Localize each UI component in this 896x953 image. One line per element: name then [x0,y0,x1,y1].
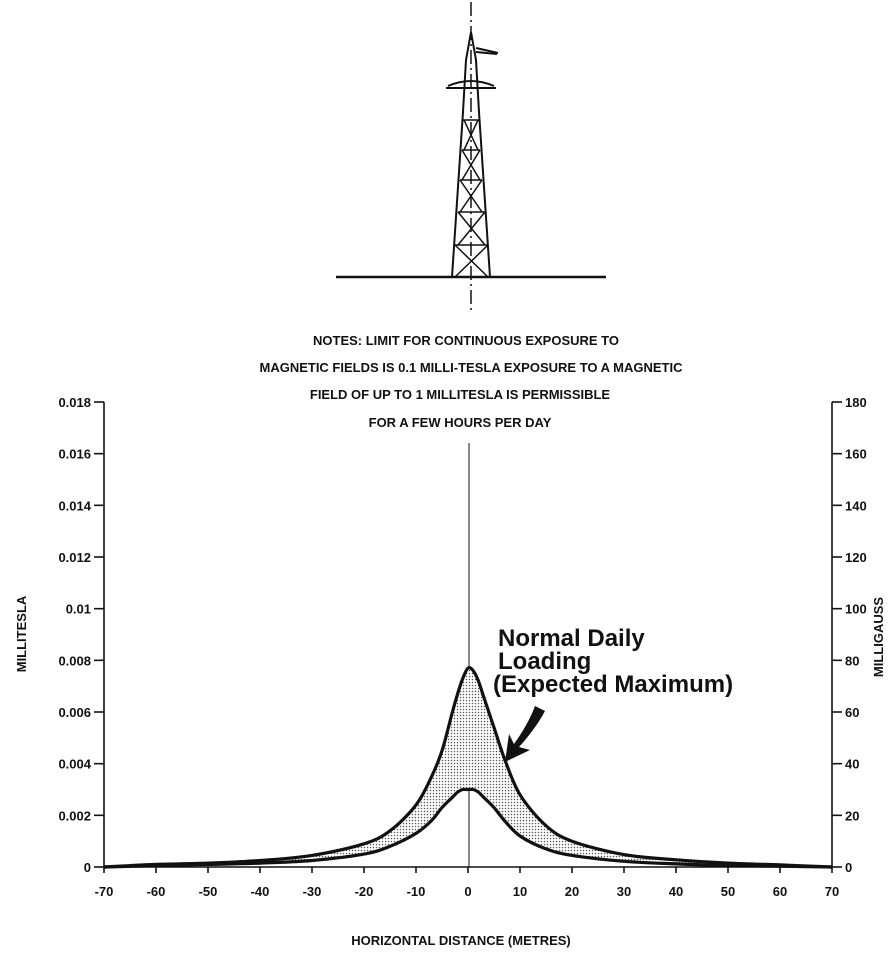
right-tick-label: 40 [845,757,859,772]
x-tick-label: 20 [565,884,579,899]
x-tick-label: -30 [303,884,322,899]
annotation-line-3: (Expected Maximum) [493,671,733,698]
x-tick-label: 70 [825,884,839,899]
left-tick-label: 0.004 [58,757,91,772]
right-tick-label: 180 [845,395,867,410]
left-tick-label: 0.014 [58,498,91,513]
transmission-tower-icon [336,2,606,312]
y-axis-title: MILLITESLA [14,595,29,672]
arrow-icon [505,706,545,762]
left-tick-label: 0.006 [58,705,91,720]
x-tick-label: -40 [251,884,270,899]
x-axis-title: HORIZONTAL DISTANCE (METRES) [351,933,571,948]
right-tick-label: 140 [845,498,867,513]
left-tick-label: 0.01 [66,602,91,617]
left-tick-label: 0.016 [58,447,91,462]
axes [103,402,833,868]
note-line-1: NOTES: LIMIT FOR CONTINUOUS EXPOSURE TO [313,333,619,348]
series-lines [103,666,833,869]
left-tick-label: 0.018 [58,395,91,410]
note-line-2: MAGNETIC FIELDS IS 0.1 MILLI-TESLA EXPOS… [259,360,683,375]
x-tick-label: 50 [721,884,735,899]
note-line-4: FOR A FEW HOURS PER DAY [369,415,552,430]
annotation-line-1: Normal Daily [498,625,645,652]
x-tick-label: -60 [147,884,166,899]
exposure-band [104,667,832,867]
left-tick-label: 0.002 [58,808,91,823]
annotation-line-2: Loading [498,648,591,675]
x-tick-label: -70 [95,884,114,899]
right-tick-label: 120 [845,550,867,565]
left-axis-ticks: 0 0.002 0.004 0.006 0.008 0.01 0.012 0.014 0.016… [58,395,104,875]
y-right-axis-title: MILLIGAUSS [871,597,886,677]
x-tick-label: 40 [669,884,683,899]
x-tick-label: -20 [355,884,374,899]
series-line-2 [103,787,833,869]
left-tick-label: 0 [84,860,91,875]
right-tick-label: 100 [845,602,867,617]
left-tick-label: 0.008 [58,653,91,668]
x-tick-label: -50 [199,884,218,899]
series-line-1 [103,666,833,869]
right-tick-label: 80 [845,653,859,668]
band-area [104,667,832,867]
right-tick-label: 60 [845,705,859,720]
left-tick-label: 0.012 [58,550,91,565]
x-tick-label: -10 [407,884,426,899]
x-tick-label: 30 [617,884,631,899]
right-tick-label: 20 [845,808,859,823]
right-axis-ticks: 0 20 40 60 80 100 120 140 160 180 [832,395,867,875]
x-tick-label: 60 [773,884,787,899]
right-tick-label: 160 [845,447,867,462]
right-tick-label: 0 [845,860,852,875]
x-tick-label: 10 [513,884,527,899]
note-line-3: FIELD OF UP TO 1 MILLITESLA IS PERMISSIB… [310,387,611,402]
x-tick-label: 0 [464,884,471,899]
x-axis-ticks: -70 -60 -50 -40 -30 -20 -10 0 10 20 30 40 50 60 70 [95,867,839,899]
